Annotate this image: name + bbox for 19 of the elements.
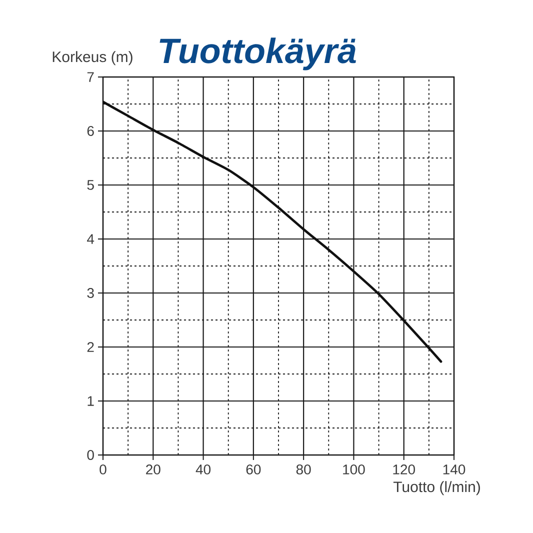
y-tick-label: 3 bbox=[87, 288, 94, 298]
x-tick-label: 0 bbox=[100, 464, 106, 474]
y-tick-label: 1 bbox=[88, 396, 94, 406]
x-tick-label: 40 bbox=[196, 464, 211, 474]
y-tick-label: 7 bbox=[87, 72, 94, 82]
x-tick-label: 100 bbox=[343, 464, 365, 474]
chart-title: Tuottokäyrä bbox=[160, 38, 356, 70]
y-tick-label: 5 bbox=[87, 180, 94, 190]
y-tick-label: 0 bbox=[87, 450, 94, 460]
x-axis-title: Tuotto (l/min) bbox=[393, 481, 480, 496]
y-tick-label: 2 bbox=[87, 342, 94, 352]
x-tick-label: 140 bbox=[443, 464, 466, 474]
x-tick-label: 60 bbox=[246, 464, 261, 474]
y-tick-label: 6 bbox=[87, 126, 94, 136]
x-tick-label: 80 bbox=[296, 464, 311, 474]
y-axis-title: Korkeus (m) bbox=[52, 51, 132, 66]
x-tick-label: 120 bbox=[393, 464, 415, 474]
y-tick-label: 4 bbox=[87, 234, 94, 244]
x-tick-label: 20 bbox=[146, 464, 160, 474]
